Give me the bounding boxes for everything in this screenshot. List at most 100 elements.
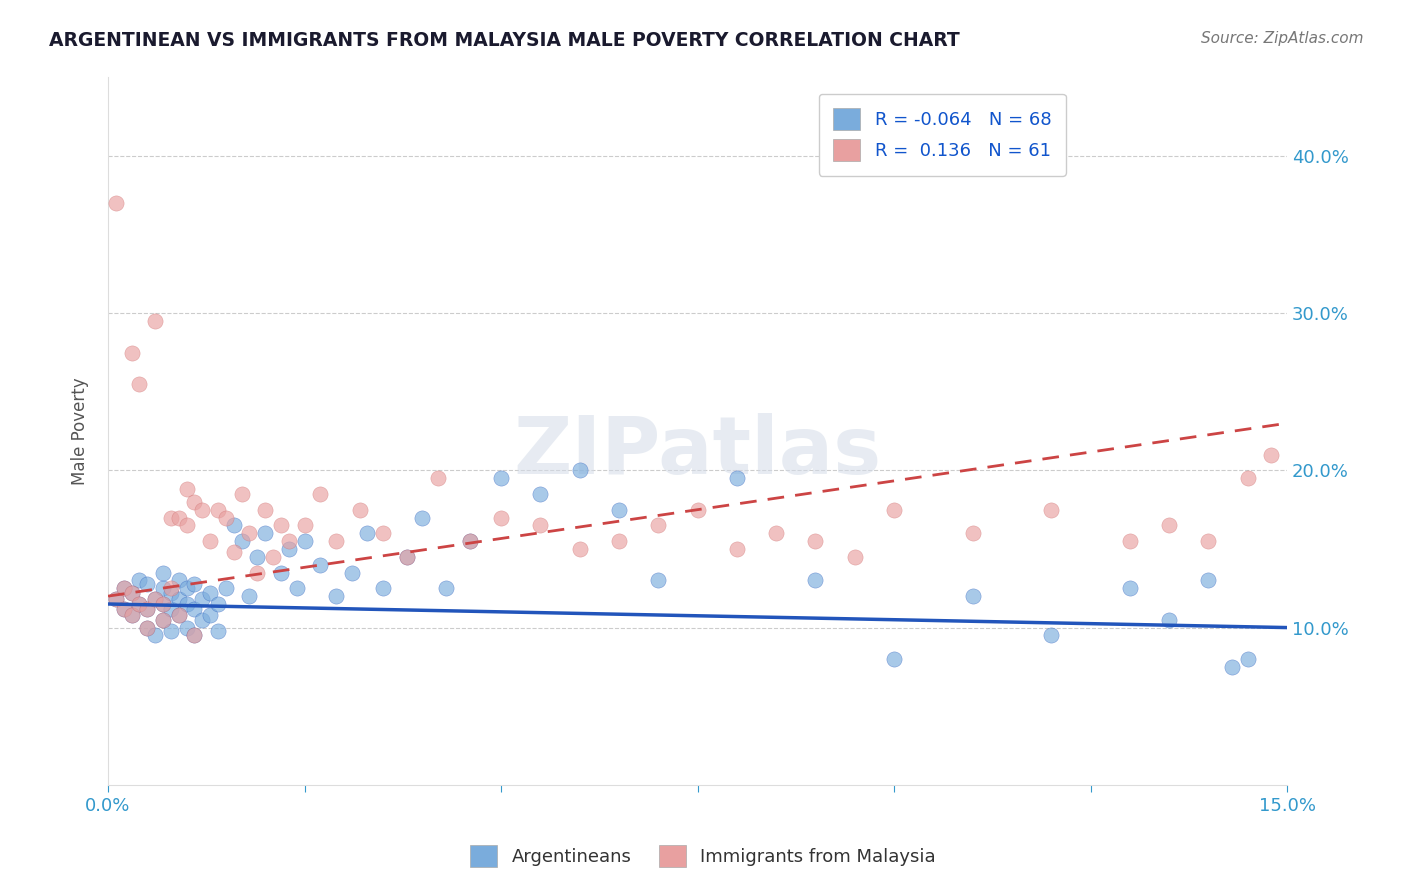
- Point: [325, 589, 347, 603]
- Point: [804, 574, 827, 588]
- Point: [136, 601, 159, 615]
- Point: [112, 601, 135, 615]
- Point: [277, 541, 299, 556]
- Point: [238, 526, 260, 541]
- Point: [183, 628, 205, 642]
- Point: [270, 566, 292, 580]
- Point: [458, 534, 481, 549]
- Point: [607, 502, 630, 516]
- Point: [246, 549, 269, 564]
- Point: [183, 628, 205, 642]
- Point: [294, 518, 316, 533]
- Point: [1159, 518, 1181, 533]
- Point: [136, 621, 159, 635]
- Point: [277, 534, 299, 549]
- Point: [104, 592, 127, 607]
- Point: [112, 582, 135, 596]
- Point: [160, 624, 183, 638]
- Point: [128, 376, 150, 391]
- Point: [349, 502, 371, 516]
- Point: [1040, 628, 1063, 642]
- Point: [176, 597, 198, 611]
- Point: [176, 482, 198, 496]
- Point: [167, 607, 190, 622]
- Point: [1040, 502, 1063, 516]
- Point: [112, 601, 135, 615]
- Point: [167, 592, 190, 607]
- Point: [1260, 448, 1282, 462]
- Point: [529, 518, 551, 533]
- Point: [198, 586, 221, 600]
- Point: [647, 518, 669, 533]
- Point: [152, 566, 174, 580]
- Point: [136, 621, 159, 635]
- Point: [309, 487, 332, 501]
- Point: [309, 558, 332, 572]
- Text: ARGENTINEAN VS IMMIGRANTS FROM MALAYSIA MALE POVERTY CORRELATION CHART: ARGENTINEAN VS IMMIGRANTS FROM MALAYSIA …: [49, 31, 960, 50]
- Point: [371, 582, 394, 596]
- Point: [1198, 574, 1220, 588]
- Point: [1236, 652, 1258, 666]
- Legend: R = -0.064   N = 68, R =  0.136   N = 61: R = -0.064 N = 68, R = 0.136 N = 61: [818, 94, 1066, 176]
- Point: [489, 471, 512, 485]
- Point: [395, 549, 418, 564]
- Point: [167, 574, 190, 588]
- Point: [160, 510, 183, 524]
- Point: [207, 624, 229, 638]
- Point: [143, 592, 166, 607]
- Point: [294, 534, 316, 549]
- Point: [427, 471, 450, 485]
- Point: [725, 471, 748, 485]
- Point: [121, 607, 143, 622]
- Point: [152, 613, 174, 627]
- Point: [883, 652, 905, 666]
- Text: ZIPatlas: ZIPatlas: [513, 413, 882, 491]
- Point: [167, 510, 190, 524]
- Point: [152, 582, 174, 596]
- Point: [176, 518, 198, 533]
- Point: [231, 487, 253, 501]
- Y-axis label: Male Poverty: Male Poverty: [72, 377, 89, 485]
- Point: [152, 597, 174, 611]
- Point: [647, 574, 669, 588]
- Point: [121, 586, 143, 600]
- Point: [686, 502, 709, 516]
- Point: [128, 597, 150, 611]
- Point: [112, 582, 135, 596]
- Point: [1119, 582, 1142, 596]
- Point: [270, 518, 292, 533]
- Point: [152, 613, 174, 627]
- Point: [183, 495, 205, 509]
- Point: [434, 582, 457, 596]
- Point: [128, 597, 150, 611]
- Point: [128, 574, 150, 588]
- Point: [143, 628, 166, 642]
- Point: [183, 601, 205, 615]
- Point: [254, 526, 277, 541]
- Point: [198, 607, 221, 622]
- Point: [568, 541, 591, 556]
- Point: [231, 534, 253, 549]
- Point: [489, 510, 512, 524]
- Point: [121, 607, 143, 622]
- Point: [804, 534, 827, 549]
- Point: [568, 463, 591, 477]
- Point: [215, 582, 238, 596]
- Point: [262, 549, 284, 564]
- Point: [136, 576, 159, 591]
- Point: [176, 621, 198, 635]
- Point: [215, 510, 238, 524]
- Point: [883, 502, 905, 516]
- Point: [285, 582, 308, 596]
- Point: [1119, 534, 1142, 549]
- Point: [725, 541, 748, 556]
- Point: [198, 534, 221, 549]
- Point: [1236, 471, 1258, 485]
- Point: [395, 549, 418, 564]
- Point: [121, 586, 143, 600]
- Point: [104, 592, 127, 607]
- Point: [254, 502, 277, 516]
- Point: [340, 566, 363, 580]
- Point: [183, 576, 205, 591]
- Point: [962, 526, 984, 541]
